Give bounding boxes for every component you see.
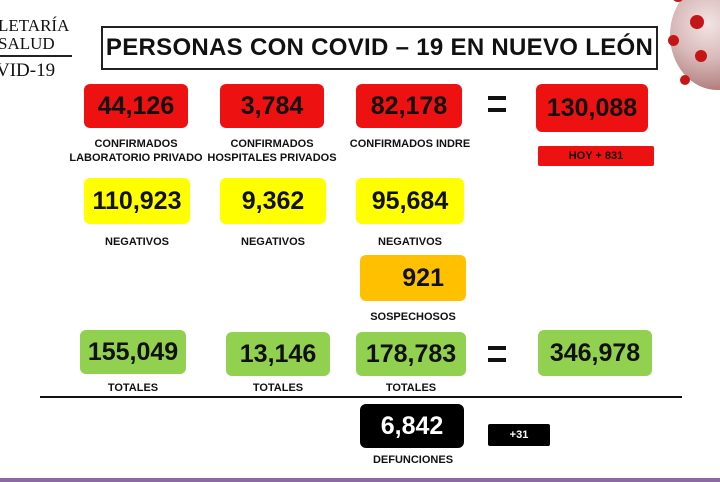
- totals-col1-label: TOTALES: [107, 382, 159, 394]
- suspects-label: SOSPECHOSOS: [370, 311, 456, 323]
- totals-col3-label: TOTALES: [385, 382, 437, 394]
- totals-col2-value: 13,146: [226, 332, 330, 376]
- logo-line-1: LETARÍA: [0, 16, 70, 35]
- deaths-value: 6,842: [360, 404, 464, 448]
- virus-icon: [660, 0, 720, 110]
- deaths-label: DEFUNCIONES: [372, 454, 454, 466]
- negatives-col3-label: NEGATIVOS: [378, 236, 442, 248]
- bottom-edge: [0, 478, 720, 482]
- confirmed-lab-privado-value: 44,126: [84, 84, 188, 128]
- confirmed-hosp-privados-value: 3,784: [220, 84, 324, 128]
- confirmed-today-badge: HOY + 831: [538, 146, 654, 166]
- confirmed-indre-value: 82,178: [356, 84, 462, 128]
- confirmed-lab-privado-label: CONFIRMADOS LABORATORIO PRIVADO: [69, 138, 203, 164]
- totals-col3-value: 178,783: [356, 332, 466, 376]
- confirmed-indre-label: CONFIRMADOS INDRE: [349, 138, 471, 150]
- negatives-col2-label: NEGATIVOS: [241, 236, 305, 248]
- logo-line-2: SALUD: [0, 34, 55, 53]
- equals-sign-bottom: [488, 346, 506, 362]
- confirmed-total-value: 130,088: [536, 84, 648, 132]
- negatives-col1-label: NEGATIVOS: [105, 236, 169, 248]
- confirmed-hosp-privados-label: CONFIRMADOS HOSPITALES PRIVADOS: [207, 138, 337, 164]
- logo-divider: [0, 55, 72, 57]
- deaths-today-badge: +31: [488, 424, 550, 446]
- suspects-value: 921: [360, 255, 466, 301]
- totals-grand-value: 346,978: [538, 330, 652, 376]
- negatives-col1-value: 110,923: [84, 178, 190, 224]
- totals-col1-value: 155,049: [80, 330, 186, 374]
- page-title: PERSONAS CON COVID – 19 EN NUEVO LEÓN: [101, 26, 658, 70]
- totals-col2-label: TOTALES: [252, 382, 304, 394]
- negatives-col2-value: 9,362: [220, 178, 326, 224]
- logo-line-3: VID-19: [0, 60, 56, 81]
- divider-line: [40, 396, 682, 398]
- equals-sign-top: [488, 96, 506, 112]
- negatives-col3-value: 95,684: [356, 178, 464, 224]
